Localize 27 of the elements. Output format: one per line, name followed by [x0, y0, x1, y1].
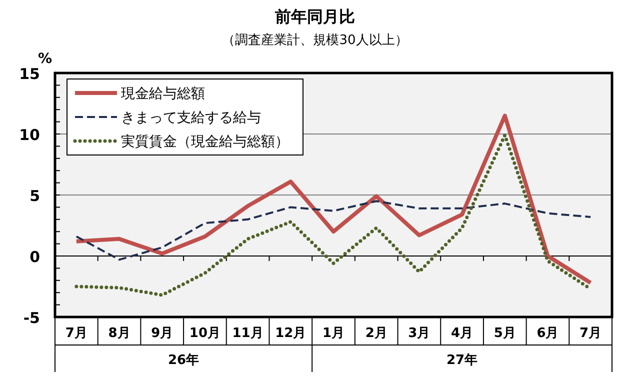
chart-subtitle: （調査産業計、規模30人以上）	[222, 32, 408, 48]
x-tick-label: 4月	[451, 326, 474, 341]
line-series	[75, 200, 592, 261]
x-tick-label: 8月	[108, 326, 130, 341]
x-tick-label: 2月	[365, 326, 388, 341]
text: 26年	[168, 353, 200, 368]
legend-label: 現金給与総額	[121, 86, 205, 102]
x-tick-label: 5月	[494, 326, 516, 341]
y-tick-label: 5	[30, 187, 40, 205]
y-axis-title: %	[38, 51, 52, 67]
x-tick-label: 1月	[322, 326, 345, 341]
x-tick-label: 9月	[151, 326, 174, 341]
x-tick-label: 12月	[275, 326, 306, 341]
x-tick-label: 3月	[408, 326, 430, 341]
x-tick-label: 10月	[189, 326, 221, 341]
y-tick-label: 15	[19, 65, 40, 83]
chart-title: 前年同月比	[274, 7, 355, 26]
x-tick-label: 11月	[232, 326, 264, 341]
x-tick-label: 6月	[536, 326, 559, 341]
y-tick-label: 10	[19, 126, 40, 144]
y-tick-label: -5	[23, 309, 40, 327]
text: 27年	[446, 353, 478, 368]
x-tick-label: 7月	[580, 326, 602, 341]
legend-label: きまって支給する給与	[121, 110, 261, 126]
y-tick-label: 0	[30, 248, 40, 266]
x-tick-label: 7月	[65, 326, 88, 341]
legend-label: 実質賃金（現金給与総額）	[121, 134, 289, 150]
